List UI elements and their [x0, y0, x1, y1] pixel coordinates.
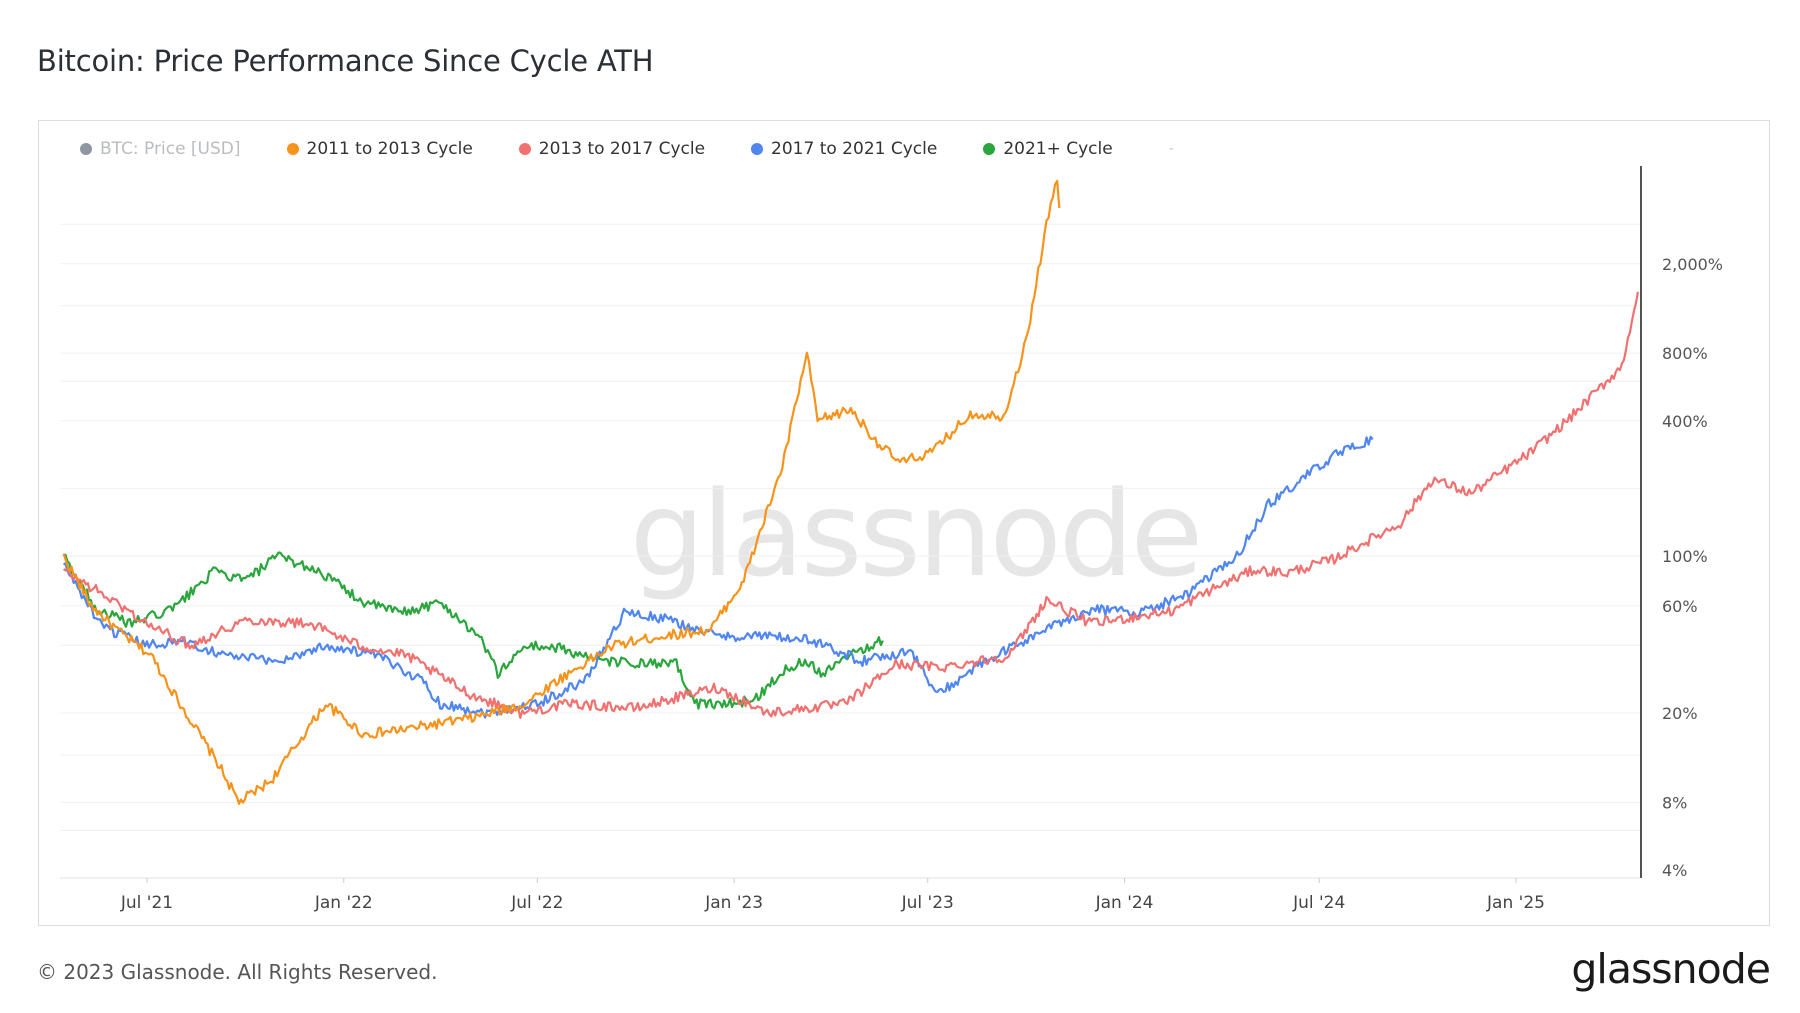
legend-label-2011-2013: 2011 to 2013 Cycle [306, 139, 473, 159]
x-tick-label: Jul '21 [120, 893, 173, 913]
x-tick-label: Jan '24 [1095, 893, 1154, 913]
x-tick-label: Jul '22 [510, 893, 563, 913]
y-tick-label: 60% [1662, 597, 1698, 616]
legend-label-2021-plus: 2021+ Cycle [1003, 139, 1113, 159]
y-tick-label: 4% [1662, 861, 1687, 880]
x-tick-label: Jan '25 [1486, 893, 1545, 913]
x-tick-label: Jul '24 [1292, 893, 1345, 913]
copyright-footer: © 2023 Glassnode. All Rights Reserved. [37, 960, 438, 984]
y-tick-label: 20% [1662, 704, 1698, 723]
grid-lines [60, 223, 1640, 879]
legend-label-2013-2017: 2013 to 2017 Cycle [538, 139, 706, 159]
legend-item-2017-2021[interactable]: 2017 to 2021 Cycle [751, 139, 937, 159]
legend-dot-btc-price [80, 143, 92, 155]
legend-dot-2017-2021 [751, 143, 764, 155]
legend-label-btc-price: BTC: Price [USD] [100, 139, 241, 159]
chart-legend: BTC: Price [USD] 2011 to 2013 Cycle 2013… [80, 138, 1174, 160]
chart-title: Bitcoin: Price Performance Since Cycle A… [37, 44, 654, 78]
chart-frame [38, 120, 1770, 926]
series-line-2011-2013 [62, 179, 1061, 805]
legend-dot-2021-plus [983, 143, 996, 155]
legend-dot-2011-2013 [286, 143, 299, 155]
y-axis: 2,000% 800% 400% 100% 60% 20% 8% 4% [1640, 166, 1723, 880]
x-tick-label: Jul '23 [901, 893, 954, 913]
series-line-2013-2017 [62, 291, 1639, 719]
series-lines [62, 179, 1639, 805]
glassnode-logo: glassnode [1571, 945, 1771, 993]
legend-trailing-dash: - [1168, 141, 1174, 157]
legend-item-btc-price[interactable]: BTC: Price [USD] [80, 139, 241, 159]
y-tick-label: 800% [1662, 344, 1708, 363]
y-tick-label: 2,000% [1662, 255, 1723, 274]
y-tick-label: 100% [1662, 547, 1708, 566]
legend-item-2013-2017[interactable]: 2013 to 2017 Cycle [518, 139, 706, 159]
x-axis: Jul '21 Jan '22 Jul '22 Jan '23 Jul '23 Jan '… [120, 878, 1545, 913]
legend-dot-2013-2017 [518, 143, 531, 155]
y-tick-label: 400% [1662, 412, 1708, 431]
watermark-text: glassnode [630, 465, 1200, 603]
x-tick-label: Jan '23 [704, 893, 763, 913]
legend-item-2021-plus[interactable]: 2021+ Cycle [983, 139, 1113, 159]
legend-item-2011-2013[interactable]: 2011 to 2013 Cycle [286, 139, 473, 159]
x-tick-label: Jan '22 [314, 893, 373, 913]
legend-label-2017-2021: 2017 to 2021 Cycle [771, 139, 938, 159]
y-tick-label: 8% [1662, 793, 1687, 812]
